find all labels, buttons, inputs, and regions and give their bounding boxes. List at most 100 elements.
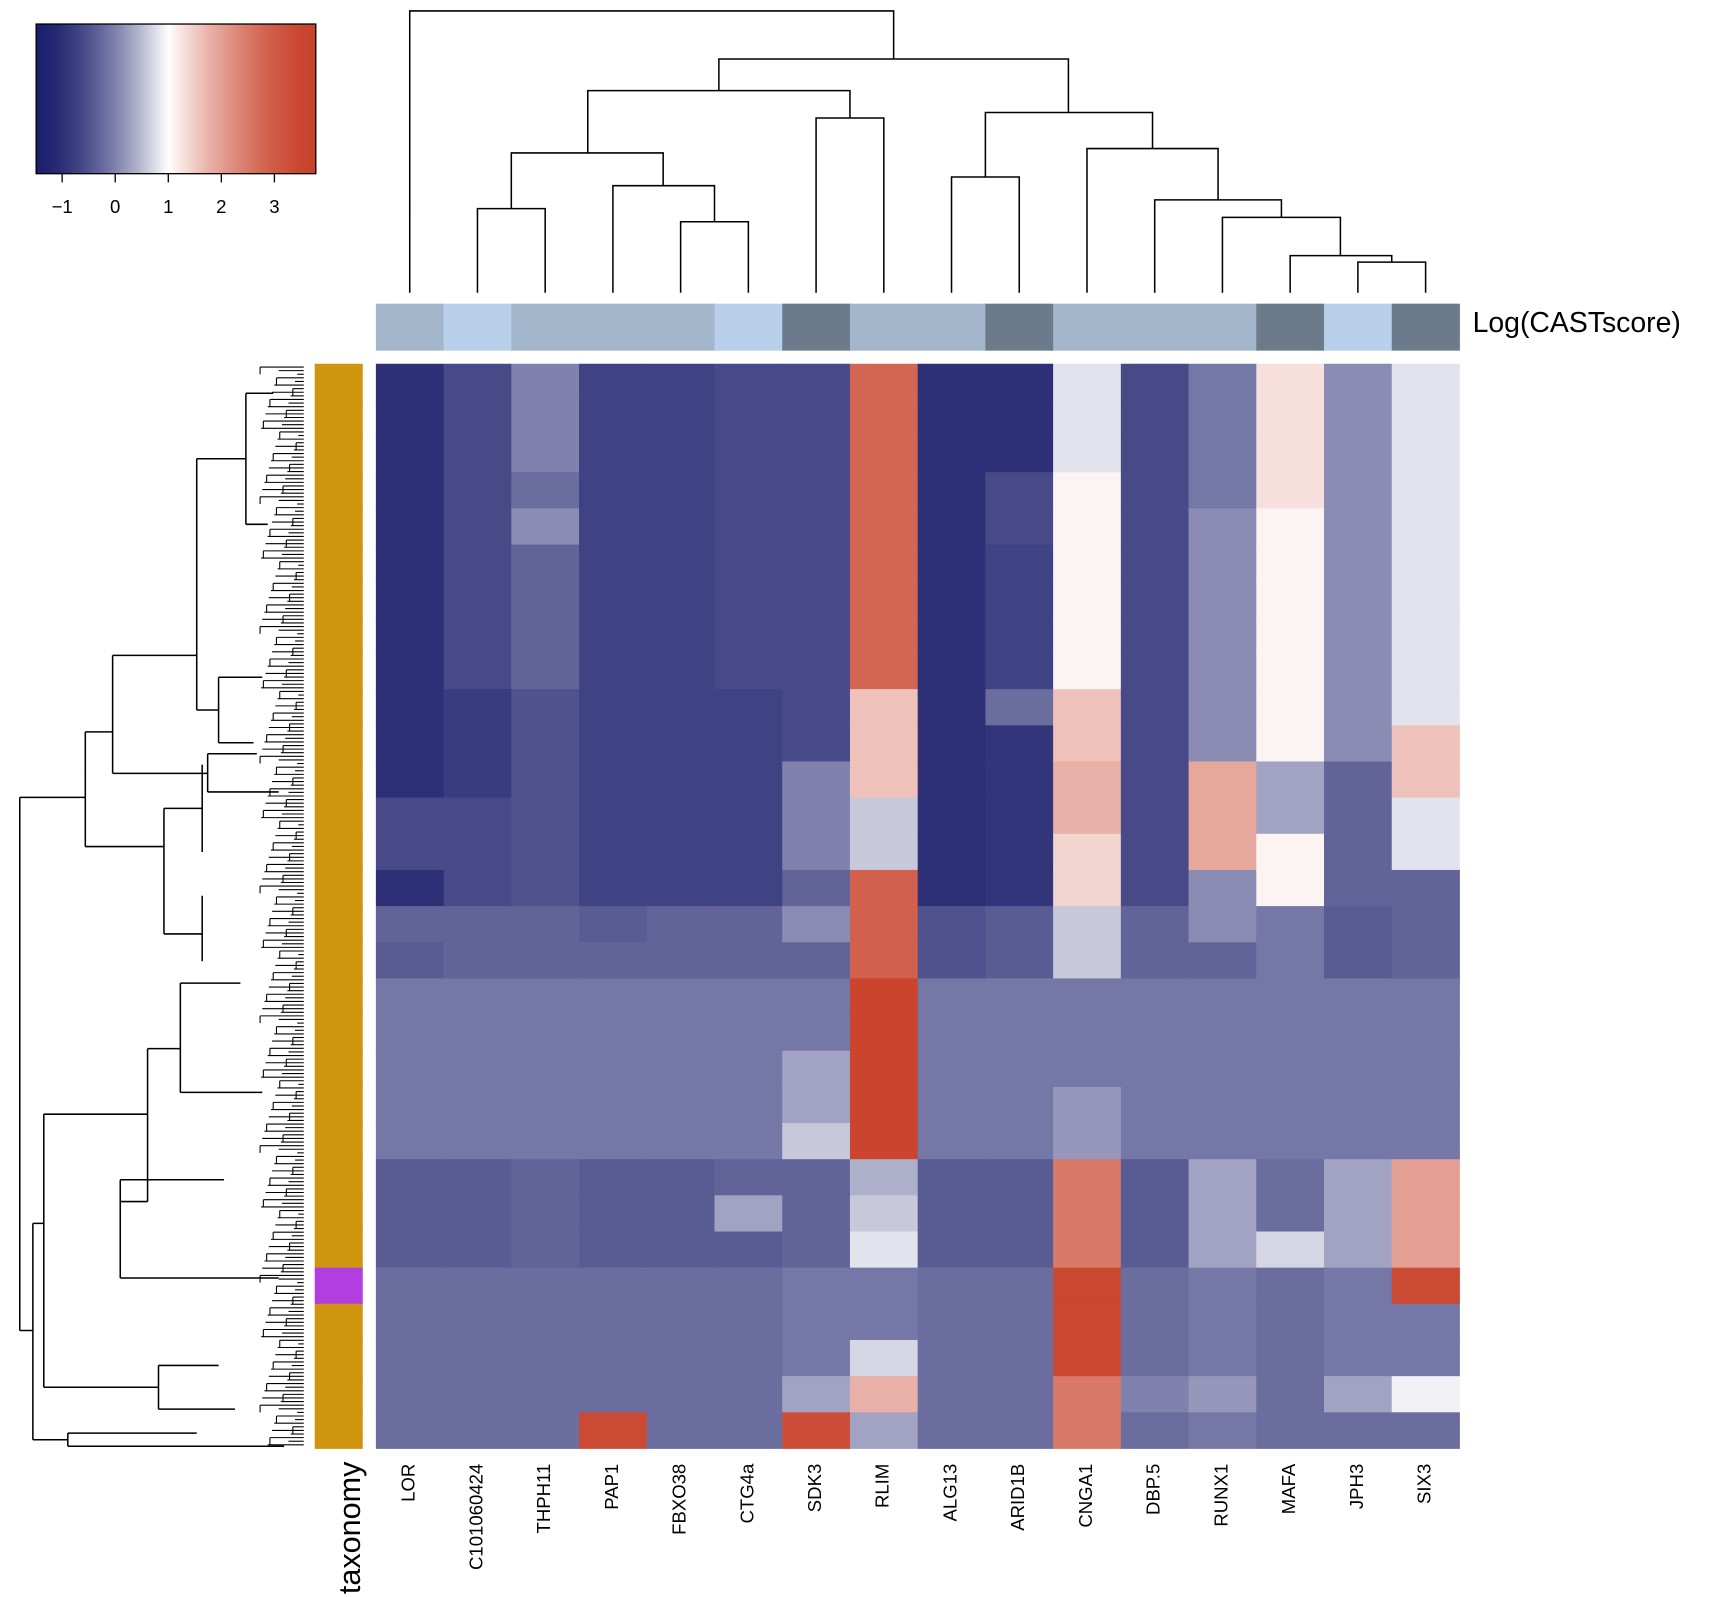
heatmap-cell: [985, 1231, 1054, 1269]
heatmap-cell: [1188, 1159, 1257, 1196]
heatmap-cell: [1391, 1267, 1460, 1305]
heatmap-cell: [1120, 1159, 1190, 1196]
heatmap-cell: [646, 761, 715, 799]
heatmap-cell: [579, 1195, 648, 1232]
heatmap-cell: [375, 978, 445, 1016]
row-dendrogram: [19, 392, 285, 1448]
heatmap-cell: [1324, 725, 1393, 762]
heatmap-cell: [1120, 942, 1190, 979]
heatmap-cell: [579, 1014, 648, 1052]
heatmap-cell: [443, 580, 512, 618]
heatmap-cell: [782, 1195, 851, 1232]
heatmap-cell: [782, 1376, 851, 1413]
heatmap-cell: [1256, 833, 1325, 871]
heatmap-cell: [375, 616, 445, 654]
heatmap-cell: [782, 1086, 851, 1124]
heatmap-cell: [1053, 906, 1122, 943]
heatmap-cell: [579, 978, 648, 1016]
heatmap-cell: [1391, 942, 1460, 979]
heatmap-cell: [1188, 1339, 1257, 1377]
column-annotation-cell: [1256, 303, 1325, 351]
column-annotation-cell: [375, 303, 445, 351]
heatmap-cell: [1324, 616, 1393, 654]
heatmap-cell: [1391, 436, 1460, 473]
heatmap-cell: [443, 508, 512, 545]
heatmap-cell: [579, 761, 648, 799]
heatmap-cell: [1053, 978, 1122, 1016]
heatmap-cell: [1391, 761, 1460, 799]
heatmap-cell: [1256, 580, 1325, 618]
heatmap-cell: [1324, 399, 1393, 437]
heatmap-cell: [646, 508, 715, 545]
heatmap-cell: [646, 797, 715, 835]
column-annotation-cell: [443, 303, 512, 351]
heatmap-cell: [1120, 472, 1190, 509]
heatmap-cell: [646, 1267, 715, 1305]
heatmap-cell: [1324, 942, 1393, 979]
heatmap-cell: [511, 1086, 580, 1124]
heatmap-cell: [782, 1159, 851, 1196]
heatmap-cell: [1256, 1376, 1325, 1413]
row-annotation-cell: [314, 580, 363, 618]
heatmap-cell: [1120, 399, 1190, 437]
heatmap-cell: [646, 833, 715, 871]
heatmap-cell: [1256, 1412, 1325, 1449]
heatmap-cell: [782, 436, 851, 473]
heatmap-cell: [375, 1123, 445, 1160]
heatmap-cell: [849, 761, 919, 799]
heatmap-cell: [849, 544, 919, 582]
heatmap-cell: [1324, 544, 1393, 582]
heatmap-cell: [1391, 1412, 1460, 1449]
heatmap-cell: [1120, 436, 1190, 473]
heatmap-cell: [511, 436, 580, 473]
heatmap-cell: [511, 1267, 580, 1305]
heatmap-cell: [849, 472, 919, 509]
heatmap-cell: [375, 833, 445, 871]
heatmap-cell: [985, 616, 1054, 654]
heatmap-cell: [1188, 978, 1257, 1016]
heatmap-cell: [375, 1376, 445, 1413]
row-annotation-cell: [314, 906, 363, 943]
heatmap-cell: [646, 1159, 715, 1196]
heatmap-cell: [714, 1050, 783, 1088]
heatmap-cell: [1391, 1376, 1460, 1413]
heatmap-cell: [917, 1267, 986, 1305]
heatmap-cell: [375, 1159, 445, 1196]
heatmap-cell: [714, 1303, 783, 1341]
heatmap-cell: [1324, 1231, 1393, 1269]
heatmap-cell: [375, 363, 445, 401]
heatmap-cell: [579, 1159, 648, 1196]
heatmap-cell: [1188, 725, 1257, 762]
heatmap-cell: [443, 1231, 512, 1269]
heatmap-cell: [917, 942, 986, 979]
heatmap-cell: [1391, 399, 1460, 437]
heatmap-cell: [1391, 472, 1460, 509]
heatmap-cell: [985, 1123, 1054, 1160]
column-label: DBP.5: [1143, 1464, 1164, 1515]
heatmap-cell: [714, 1123, 783, 1160]
heatmap-cell: [714, 436, 783, 473]
colorbar-gradient: [35, 23, 317, 175]
column-label: SDK3: [804, 1464, 825, 1512]
heatmap-cell: [782, 363, 851, 401]
heatmap-cell: [917, 797, 986, 835]
heatmap-cell: [1256, 761, 1325, 799]
heatmap-cell: [646, 1123, 715, 1160]
heatmap-cell: [1120, 906, 1190, 943]
heatmap-cell: [443, 797, 512, 835]
heatmap-cell: [1256, 653, 1325, 690]
heatmap-cell: [782, 399, 851, 437]
heatmap-cell: [1256, 725, 1325, 762]
heatmap-cell: [646, 942, 715, 979]
row-annotation-cell: [314, 1123, 363, 1160]
heatmap-cell: [443, 436, 512, 473]
heatmap-cell: [1120, 833, 1190, 871]
heatmap-cell: [1324, 797, 1393, 835]
heatmap-cell: [375, 580, 445, 618]
column-label: RLIM: [872, 1464, 893, 1508]
colorbar-tick-label: −1: [52, 196, 73, 217]
heatmap-cell: [849, 689, 919, 726]
heatmap-cell: [375, 436, 445, 473]
heatmap-cell: [985, 869, 1054, 907]
heatmap-cell: [1053, 508, 1122, 545]
